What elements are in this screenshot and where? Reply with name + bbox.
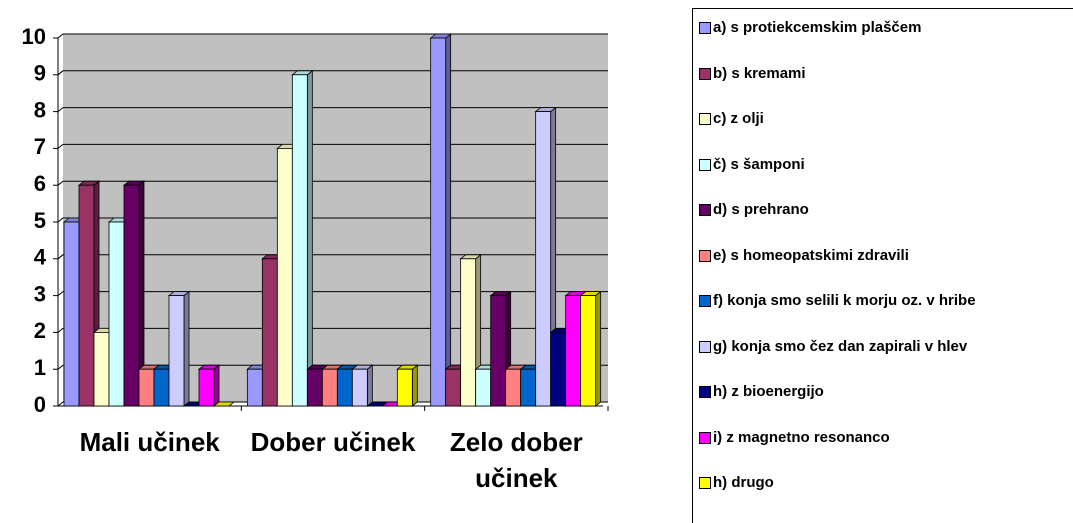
bar <box>550 331 567 407</box>
legend-swatch <box>699 113 711 125</box>
legend-swatch <box>699 204 711 216</box>
bar <box>336 368 353 407</box>
bar <box>580 295 597 407</box>
grid-line <box>57 254 608 260</box>
legend-label: c) z olji <box>713 110 764 127</box>
y-tick-label: 6 <box>34 171 46 196</box>
bar-side <box>366 364 373 407</box>
grid-line <box>57 217 608 223</box>
bar-side <box>183 290 190 407</box>
bar <box>261 258 278 407</box>
y-tick-label: 3 <box>34 281 46 306</box>
x-tick-label: Zelo dober učinek <box>449 427 583 493</box>
legend-swatch <box>699 431 711 444</box>
bar-side <box>306 69 313 407</box>
grid-line <box>57 180 608 186</box>
legend-item: i) z magnetno resonanco <box>699 429 1053 447</box>
legend-item: h) z bioenergijo <box>699 383 1053 401</box>
y-tick-label: 8 <box>34 97 46 122</box>
y-tick-label: 1 <box>34 355 46 380</box>
grid-line <box>57 291 608 296</box>
legend-label: e) s homeopatskimi zdravili <box>713 246 909 264</box>
bar-top <box>212 401 236 407</box>
legend-label: g) konja smo čez dan zapirali v hlev <box>713 337 968 355</box>
bar <box>520 368 537 407</box>
bar-side <box>213 364 220 407</box>
bar <box>138 368 155 407</box>
bar <box>475 368 492 407</box>
bar-side <box>595 290 602 407</box>
bar <box>153 368 170 407</box>
bar <box>246 368 263 407</box>
grid-line <box>57 364 608 370</box>
legend-item: h) drugo <box>699 474 1053 492</box>
grid-line <box>57 33 608 39</box>
bar <box>445 368 462 407</box>
legend-swatch <box>699 67 711 80</box>
bar <box>198 368 215 407</box>
bar <box>460 258 477 407</box>
legend-item: a) s protiekcemskim plaščem <box>699 19 1053 37</box>
x-tick-label: Dober učinek <box>250 427 416 457</box>
bar <box>93 331 110 407</box>
y-tick-label: 0 <box>34 392 46 417</box>
grid-line <box>57 143 608 149</box>
bar <box>490 295 507 407</box>
bar <box>351 368 368 407</box>
legend-item: f) konja smo selili k morju oz. v hribe <box>699 292 1053 310</box>
legend-swatch <box>699 22 711 34</box>
bar <box>108 221 125 407</box>
legend-item: g) konja smo čez dan zapirali v hlev <box>699 338 1053 356</box>
bar <box>123 184 140 407</box>
legend-label: d) s prehrano <box>713 201 809 218</box>
legend-swatch <box>699 477 711 489</box>
legend-swatch <box>699 158 711 171</box>
bar <box>565 295 582 407</box>
bar <box>306 368 323 407</box>
legend: a) s protiekcemskim plaščem b) s kremami c… <box>692 8 1073 523</box>
legend-label: b) s kremami <box>713 64 806 82</box>
bar <box>63 221 80 407</box>
legend-label: h) drugo <box>713 474 774 491</box>
legend-item: d) s prehrano <box>699 201 1053 219</box>
bar-side <box>445 33 452 407</box>
grid-line <box>57 70 608 76</box>
grid-line <box>57 107 608 112</box>
legend-item: c) z olji <box>699 110 1053 128</box>
bar <box>430 37 447 407</box>
y-tick-label: 2 <box>34 318 46 343</box>
legend-swatch <box>699 249 711 262</box>
bar <box>396 368 413 407</box>
legend-label: č) s šamponi <box>713 155 805 173</box>
bar <box>505 368 522 407</box>
bar <box>276 147 293 407</box>
bar-side <box>411 364 418 407</box>
legend-label: i) z magnetno resonanco <box>713 428 890 446</box>
y-tick-label: 4 <box>34 245 47 270</box>
x-tick-label: Mali učinek <box>79 427 220 457</box>
bar <box>78 184 95 407</box>
y-tick-label: 7 <box>34 134 46 159</box>
legend-label: a) s protiekcemskim plaščem <box>713 19 922 36</box>
legend-swatch <box>699 295 711 307</box>
legend-item: e) s homeopatskimi zdravili <box>699 247 1053 265</box>
legend-swatch <box>699 386 711 398</box>
y-tick-label: 5 <box>34 208 46 233</box>
legend-item: č) s šamponi <box>699 156 1053 174</box>
bar <box>321 368 338 407</box>
legend-item: b) s kremami <box>699 65 1053 83</box>
y-tick-label: 9 <box>34 61 46 86</box>
grid-line <box>57 401 608 407</box>
bar <box>168 295 185 407</box>
bar <box>291 74 308 407</box>
grid-line <box>57 327 608 333</box>
y-tick-label: 10 <box>22 24 46 49</box>
legend-swatch <box>699 340 711 353</box>
legend-label: h) z bioenergijo <box>713 383 824 400</box>
bar <box>535 111 552 407</box>
legend-label: f) konja smo selili k morju oz. v hribe <box>713 292 976 309</box>
